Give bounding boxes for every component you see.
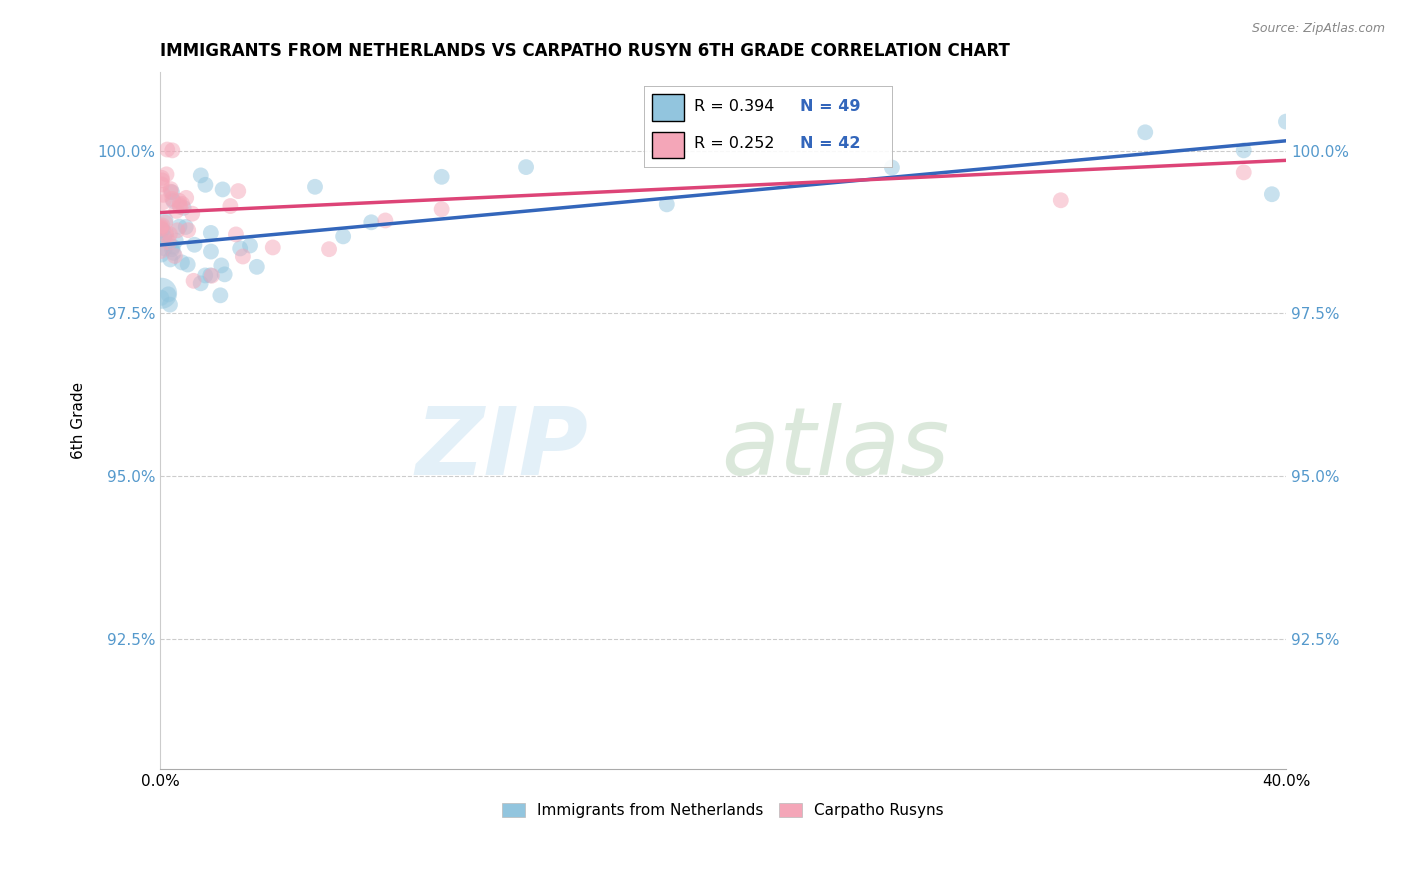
Point [159,252,181,267]
Point [262,240,284,254]
Point [190,169,212,183]
Point [155,226,177,240]
Point [194,268,217,283]
Point [209,259,232,273]
Point [177,258,200,272]
Point [166,223,188,237]
Point [211,182,233,196]
Point [159,185,181,199]
Text: Source: ZipAtlas.com: Source: ZipAtlas.com [1251,22,1385,36]
Point [160,185,183,199]
Point [159,298,181,312]
Point [190,277,212,291]
Point [229,242,252,256]
Point [150,222,173,236]
Point [162,239,184,253]
Point [150,247,173,261]
Point [174,191,197,205]
Point [165,203,187,218]
Point [1275,114,1298,128]
Text: ZIP: ZIP [415,403,588,495]
Point [1233,165,1256,179]
Point [150,219,173,233]
Point [155,213,177,227]
Point [162,245,184,260]
Legend: Immigrants from Netherlands, Carpatho Rusyns: Immigrants from Netherlands, Carpatho Ru… [496,797,950,824]
Point [149,219,172,234]
Point [165,234,187,248]
Point [150,178,173,192]
Point [181,207,204,221]
Point [153,215,176,229]
Point [150,291,173,305]
Point [201,268,224,283]
Point [430,202,453,217]
Point [157,235,180,250]
Point [200,268,222,283]
Point [173,201,195,215]
Point [515,160,537,174]
Point [374,213,396,227]
Point [159,182,181,196]
Point [209,288,232,302]
Point [332,229,354,244]
Point [246,260,269,274]
Point [655,197,678,211]
Point [162,192,184,206]
Point [163,249,186,263]
Point [174,219,197,234]
Point [150,170,173,185]
Point [152,195,174,210]
Point [360,215,382,229]
Point [159,227,181,241]
Point [225,227,247,242]
Point [153,229,176,244]
Point [226,184,249,198]
Point [150,173,173,187]
Point [183,274,205,288]
Point [430,169,453,184]
Point [172,197,194,211]
Point [183,237,205,252]
Point [155,167,177,181]
Point [150,286,173,301]
Point [880,161,903,175]
Point [170,255,193,269]
Point [200,244,222,259]
Point [169,219,191,234]
Point [152,187,174,202]
Point [162,144,184,158]
Point [219,199,242,213]
Point [1233,144,1256,158]
Point [162,194,184,208]
Point [156,143,179,157]
Point [200,226,222,240]
Point [177,223,200,237]
Point [1135,125,1157,139]
Text: IMMIGRANTS FROM NETHERLANDS VS CARPATHO RUSYN 6TH GRADE CORRELATION CHART: IMMIGRANTS FROM NETHERLANDS VS CARPATHO … [160,42,1010,60]
Point [149,244,172,258]
Point [194,178,217,192]
Point [153,242,176,256]
Point [318,242,340,256]
Point [1261,187,1284,202]
Point [152,223,174,237]
Point [155,228,177,243]
Point [167,194,190,208]
Point [149,231,172,245]
Point [157,287,180,301]
Point [169,198,191,212]
Point [160,242,183,256]
Point [232,250,254,264]
Y-axis label: 6th Grade: 6th Grade [72,383,86,459]
Point [239,238,262,252]
Point [149,220,172,235]
Point [214,268,236,282]
Point [169,200,191,214]
Point [304,179,326,194]
Text: atlas: atlas [721,403,950,494]
Point [1049,194,1071,208]
